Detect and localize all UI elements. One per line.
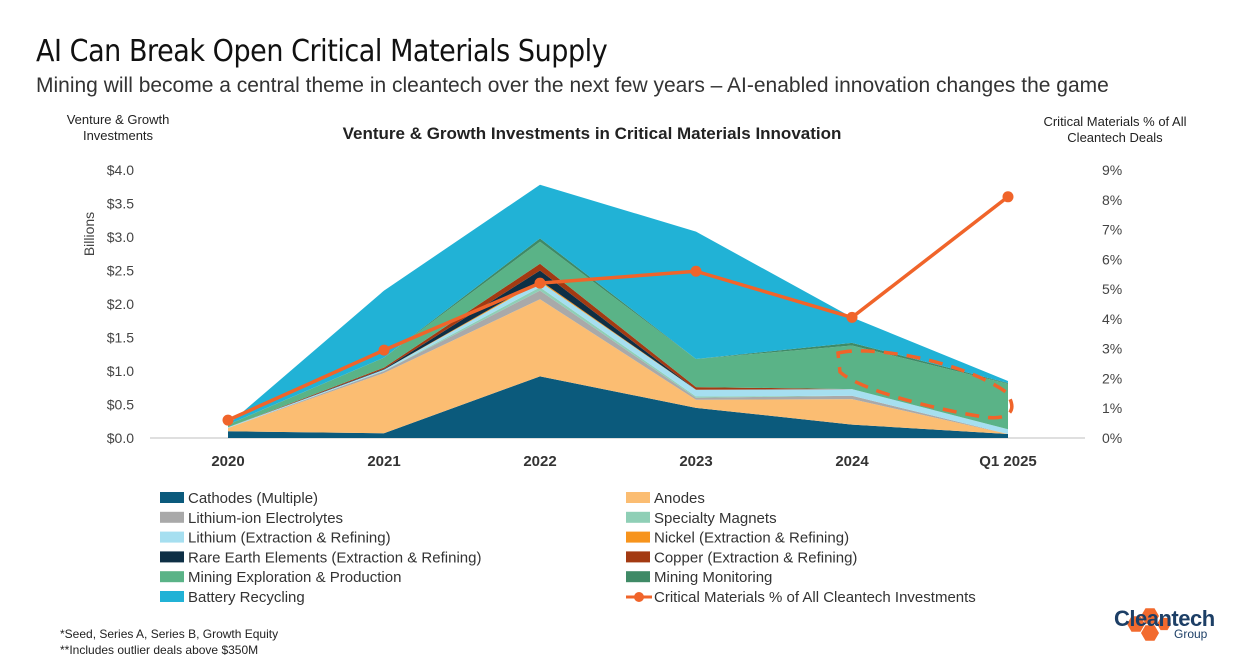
legend-line-marker [634, 592, 644, 602]
line-point [846, 311, 858, 323]
y-left-unit-label: Billions [81, 212, 97, 256]
legend-swatch [626, 551, 650, 563]
legend-swatch [160, 571, 184, 583]
legend-swatch [160, 551, 184, 563]
footnote-seed: *Seed, Series A, Series B, Growth Equity [60, 627, 279, 641]
right-axis-title: Critical Materials % of All Cleantech De… [1043, 114, 1187, 145]
logo-hexagon [1141, 608, 1159, 624]
y-left-tick-label: $0.5 [107, 397, 134, 413]
y-left-tick-label: $2.5 [107, 263, 134, 279]
y-right-tick-label: 9% [1102, 162, 1122, 178]
legend-label: Rare Earth Elements (Extraction & Refini… [188, 549, 481, 566]
legend-label: Lithium-ion Electrolytes [188, 510, 343, 527]
legend-swatch [626, 571, 650, 583]
line-point [690, 265, 702, 277]
y-right-tick-label: 5% [1102, 281, 1122, 297]
legend-label: Lithium (Extraction & Refining) [188, 530, 391, 547]
y-right-tick-label: 7% [1102, 222, 1122, 238]
x-tick-label: 2022 [523, 453, 556, 470]
footnote-outlier: **Includes outlier deals above $350M [60, 643, 259, 657]
y-left-tick-label: $0.0 [107, 430, 134, 446]
page-subtitle: Mining will become a central theme in cl… [36, 74, 1109, 97]
legend-swatch [626, 511, 650, 523]
y-right-tick-label: 4% [1102, 311, 1122, 327]
area-mining-exploration-production [228, 241, 1008, 430]
x-tick-label: 2024 [835, 453, 869, 470]
legend-label: Mining Monitoring [654, 569, 772, 586]
cleantech-logo-icon [1127, 608, 1171, 641]
line-point [1002, 191, 1014, 203]
logo-hexagon [1141, 625, 1159, 641]
x-tick-label: 2021 [367, 453, 400, 470]
legend-swatch [626, 531, 650, 543]
y-left-tick-label: $4.0 [107, 162, 134, 178]
y-left-tick-label: $1.0 [107, 363, 134, 379]
legend-swatch [160, 591, 184, 602]
legend-swatch [160, 511, 184, 523]
x-tick-label: 2023 [679, 453, 712, 470]
logo-hexagon [1157, 617, 1171, 631]
y-left-tick-label: $3.0 [107, 229, 134, 245]
legend-label: Battery Recycling [188, 589, 305, 606]
y-right-tick-label: 0% [1102, 430, 1122, 446]
legend-label: Anodes [654, 490, 705, 507]
x-tick-label: Q1 2025 [979, 453, 1037, 470]
legend-label: Critical Materials % of All Cleantech In… [654, 589, 976, 606]
y-right-tick-label: 2% [1102, 370, 1122, 386]
legend-swatch [160, 492, 184, 503]
legend-label: Specialty Magnets [654, 510, 777, 527]
y-right-tick-label: 8% [1102, 192, 1122, 208]
y-left-tick-label: $1.5 [107, 330, 134, 346]
left-axis-title: Venture & Growth Investments [66, 112, 170, 143]
highlight-dashed-outline [836, 349, 1014, 420]
page-title: AI Can Break Open Critical Materials Sup… [36, 34, 608, 69]
chart-title: Venture & Growth Investments in Critical… [342, 124, 842, 143]
logo-hexagon [1127, 616, 1145, 632]
legend-swatch [626, 492, 650, 503]
legend-label: Nickel (Extraction & Refining) [654, 530, 849, 547]
logo-sub: Group [1174, 627, 1208, 641]
legend-label: Mining Exploration & Production [188, 569, 401, 586]
area-anodes [228, 299, 1008, 434]
area-battery-recycling [228, 184, 1008, 425]
logo-name: Cleantech [1114, 606, 1215, 631]
y-right-tick-label: 3% [1102, 341, 1122, 357]
x-tick-label: 2020 [211, 453, 244, 470]
y-left-tick-label: $3.5 [107, 196, 134, 212]
line-critical-materials-pct [227, 195, 1010, 422]
y-right-tick-label: 6% [1102, 251, 1122, 267]
line-point [378, 344, 390, 356]
legend-label: Copper (Extraction & Refining) [654, 549, 857, 566]
area-lithium-ion-electrolytes [228, 290, 1008, 434]
legend-label: Cathodes (Multiple) [188, 490, 318, 507]
legend-swatch [160, 531, 184, 543]
y-right-tick-label: 1% [1102, 400, 1122, 416]
line-point [222, 414, 234, 426]
y-left-tick-label: $2.0 [107, 296, 134, 312]
area-cathodes-multiple- [228, 376, 1008, 438]
line-point [534, 277, 546, 289]
